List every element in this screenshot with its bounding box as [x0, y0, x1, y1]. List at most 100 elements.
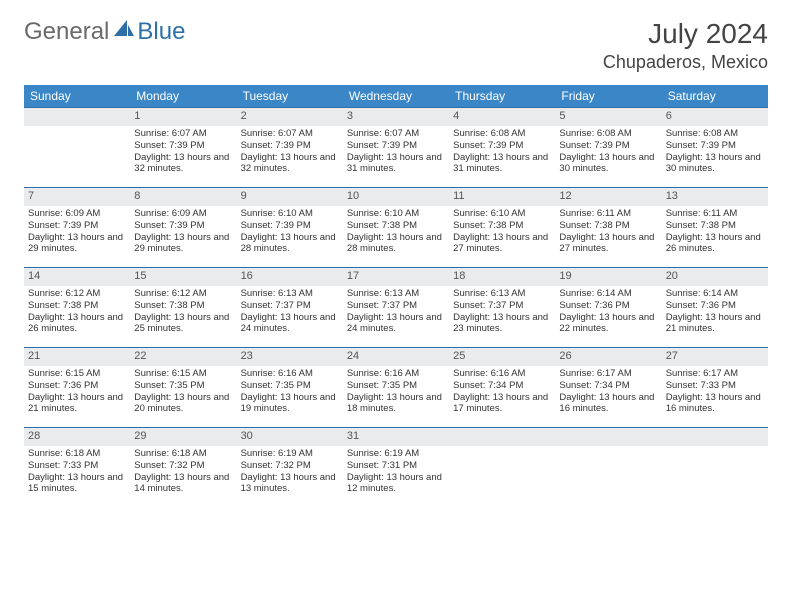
daylight-line: Daylight: 13 hours and 23 minutes. [453, 312, 551, 336]
calendar-day-cell: 4Sunrise: 6:08 AMSunset: 7:39 PMDaylight… [449, 108, 555, 188]
day-number: 5 [555, 108, 661, 126]
logo: General Blue [24, 18, 185, 46]
day-number: 31 [343, 428, 449, 446]
calendar-table: SundayMondayTuesdayWednesdayThursdayFrid… [24, 85, 768, 508]
day-body: Sunrise: 6:09 AMSunset: 7:39 PMDaylight:… [24, 206, 130, 260]
weekday-header: Saturday [662, 85, 768, 108]
sunrise-line: Sunrise: 6:13 AM [347, 288, 445, 300]
day-body: Sunrise: 6:18 AMSunset: 7:32 PMDaylight:… [130, 446, 236, 500]
daylight-line: Daylight: 13 hours and 30 minutes. [666, 152, 764, 176]
calendar-day-cell: 18Sunrise: 6:13 AMSunset: 7:37 PMDayligh… [449, 268, 555, 348]
sunset-line: Sunset: 7:38 PM [559, 220, 657, 232]
sunset-line: Sunset: 7:33 PM [666, 380, 764, 392]
title-block: July 2024 Chupaderos, Mexico [603, 18, 768, 73]
daylight-line: Daylight: 13 hours and 16 minutes. [666, 392, 764, 416]
day-body [662, 446, 768, 496]
sunset-line: Sunset: 7:31 PM [347, 460, 445, 472]
calendar-day-cell: 29Sunrise: 6:18 AMSunset: 7:32 PMDayligh… [130, 428, 236, 508]
calendar-day-cell: 30Sunrise: 6:19 AMSunset: 7:32 PMDayligh… [237, 428, 343, 508]
calendar-day-cell: 23Sunrise: 6:16 AMSunset: 7:35 PMDayligh… [237, 348, 343, 428]
sunset-line: Sunset: 7:32 PM [241, 460, 339, 472]
day-body: Sunrise: 6:18 AMSunset: 7:33 PMDaylight:… [24, 446, 130, 500]
daylight-line: Daylight: 13 hours and 27 minutes. [559, 232, 657, 256]
daylight-line: Daylight: 13 hours and 21 minutes. [28, 392, 126, 416]
day-number: 22 [130, 348, 236, 366]
calendar-day-cell: 28Sunrise: 6:18 AMSunset: 7:33 PMDayligh… [24, 428, 130, 508]
day-number: 3 [343, 108, 449, 126]
day-body: Sunrise: 6:15 AMSunset: 7:36 PMDaylight:… [24, 366, 130, 420]
calendar-day-cell: 19Sunrise: 6:14 AMSunset: 7:36 PMDayligh… [555, 268, 661, 348]
location: Chupaderos, Mexico [603, 52, 768, 73]
calendar-day-cell: 1Sunrise: 6:07 AMSunset: 7:39 PMDaylight… [130, 108, 236, 188]
sunrise-line: Sunrise: 6:08 AM [559, 128, 657, 140]
day-number: 19 [555, 268, 661, 286]
daylight-line: Daylight: 13 hours and 19 minutes. [241, 392, 339, 416]
sunrise-line: Sunrise: 6:16 AM [241, 368, 339, 380]
day-number: 29 [130, 428, 236, 446]
day-body: Sunrise: 6:17 AMSunset: 7:33 PMDaylight:… [662, 366, 768, 420]
daylight-line: Daylight: 13 hours and 22 minutes. [559, 312, 657, 336]
daylight-line: Daylight: 13 hours and 17 minutes. [453, 392, 551, 416]
day-body: Sunrise: 6:07 AMSunset: 7:39 PMDaylight:… [237, 126, 343, 180]
day-body: Sunrise: 6:16 AMSunset: 7:35 PMDaylight:… [237, 366, 343, 420]
sunset-line: Sunset: 7:39 PM [241, 220, 339, 232]
calendar-day-cell: 11Sunrise: 6:10 AMSunset: 7:38 PMDayligh… [449, 188, 555, 268]
logo-sail-icon [113, 18, 135, 46]
calendar-day-cell: 6Sunrise: 6:08 AMSunset: 7:39 PMDaylight… [662, 108, 768, 188]
sunset-line: Sunset: 7:39 PM [134, 140, 232, 152]
day-body: Sunrise: 6:10 AMSunset: 7:38 PMDaylight:… [343, 206, 449, 260]
sunset-line: Sunset: 7:39 PM [28, 220, 126, 232]
sunset-line: Sunset: 7:36 PM [666, 300, 764, 312]
sunrise-line: Sunrise: 6:07 AM [241, 128, 339, 140]
day-body: Sunrise: 6:15 AMSunset: 7:35 PMDaylight:… [130, 366, 236, 420]
sunrise-line: Sunrise: 6:17 AM [559, 368, 657, 380]
day-number: 23 [237, 348, 343, 366]
sunrise-line: Sunrise: 6:15 AM [28, 368, 126, 380]
sunrise-line: Sunrise: 6:07 AM [134, 128, 232, 140]
day-number: 26 [555, 348, 661, 366]
weekday-header: Thursday [449, 85, 555, 108]
day-body: Sunrise: 6:08 AMSunset: 7:39 PMDaylight:… [555, 126, 661, 180]
daylight-line: Daylight: 13 hours and 13 minutes. [241, 472, 339, 496]
calendar-day-cell: 9Sunrise: 6:10 AMSunset: 7:39 PMDaylight… [237, 188, 343, 268]
sunrise-line: Sunrise: 6:10 AM [453, 208, 551, 220]
calendar-day-cell: 10Sunrise: 6:10 AMSunset: 7:38 PMDayligh… [343, 188, 449, 268]
calendar-week-row: 7Sunrise: 6:09 AMSunset: 7:39 PMDaylight… [24, 188, 768, 268]
day-number: 28 [24, 428, 130, 446]
sunrise-line: Sunrise: 6:10 AM [241, 208, 339, 220]
calendar-day-cell: 13Sunrise: 6:11 AMSunset: 7:38 PMDayligh… [662, 188, 768, 268]
daylight-line: Daylight: 13 hours and 31 minutes. [453, 152, 551, 176]
day-number: 18 [449, 268, 555, 286]
calendar-day-cell: 31Sunrise: 6:19 AMSunset: 7:31 PMDayligh… [343, 428, 449, 508]
calendar-week-row: 28Sunrise: 6:18 AMSunset: 7:33 PMDayligh… [24, 428, 768, 508]
day-body: Sunrise: 6:12 AMSunset: 7:38 PMDaylight:… [24, 286, 130, 340]
calendar-day-cell: 16Sunrise: 6:13 AMSunset: 7:37 PMDayligh… [237, 268, 343, 348]
day-body: Sunrise: 6:16 AMSunset: 7:35 PMDaylight:… [343, 366, 449, 420]
sunrise-line: Sunrise: 6:13 AM [453, 288, 551, 300]
daylight-line: Daylight: 13 hours and 26 minutes. [666, 232, 764, 256]
sunrise-line: Sunrise: 6:15 AM [134, 368, 232, 380]
day-number: 15 [130, 268, 236, 286]
sunrise-line: Sunrise: 6:11 AM [559, 208, 657, 220]
sunrise-line: Sunrise: 6:16 AM [453, 368, 551, 380]
day-body: Sunrise: 6:10 AMSunset: 7:38 PMDaylight:… [449, 206, 555, 260]
calendar-day-cell: 7Sunrise: 6:09 AMSunset: 7:39 PMDaylight… [24, 188, 130, 268]
weekday-header: Monday [130, 85, 236, 108]
daylight-line: Daylight: 13 hours and 24 minutes. [347, 312, 445, 336]
daylight-line: Daylight: 13 hours and 20 minutes. [134, 392, 232, 416]
day-body: Sunrise: 6:08 AMSunset: 7:39 PMDaylight:… [449, 126, 555, 180]
sunrise-line: Sunrise: 6:08 AM [666, 128, 764, 140]
calendar-day-cell: 5Sunrise: 6:08 AMSunset: 7:39 PMDaylight… [555, 108, 661, 188]
sunrise-line: Sunrise: 6:13 AM [241, 288, 339, 300]
day-number: 27 [662, 348, 768, 366]
daylight-line: Daylight: 13 hours and 27 minutes. [453, 232, 551, 256]
sunset-line: Sunset: 7:36 PM [559, 300, 657, 312]
daylight-line: Daylight: 13 hours and 15 minutes. [28, 472, 126, 496]
calendar-body: 1Sunrise: 6:07 AMSunset: 7:39 PMDaylight… [24, 108, 768, 508]
calendar-day-cell [449, 428, 555, 508]
sunrise-line: Sunrise: 6:14 AM [666, 288, 764, 300]
day-number: 1 [130, 108, 236, 126]
sunrise-line: Sunrise: 6:09 AM [134, 208, 232, 220]
calendar-day-cell: 25Sunrise: 6:16 AMSunset: 7:34 PMDayligh… [449, 348, 555, 428]
daylight-line: Daylight: 13 hours and 14 minutes. [134, 472, 232, 496]
